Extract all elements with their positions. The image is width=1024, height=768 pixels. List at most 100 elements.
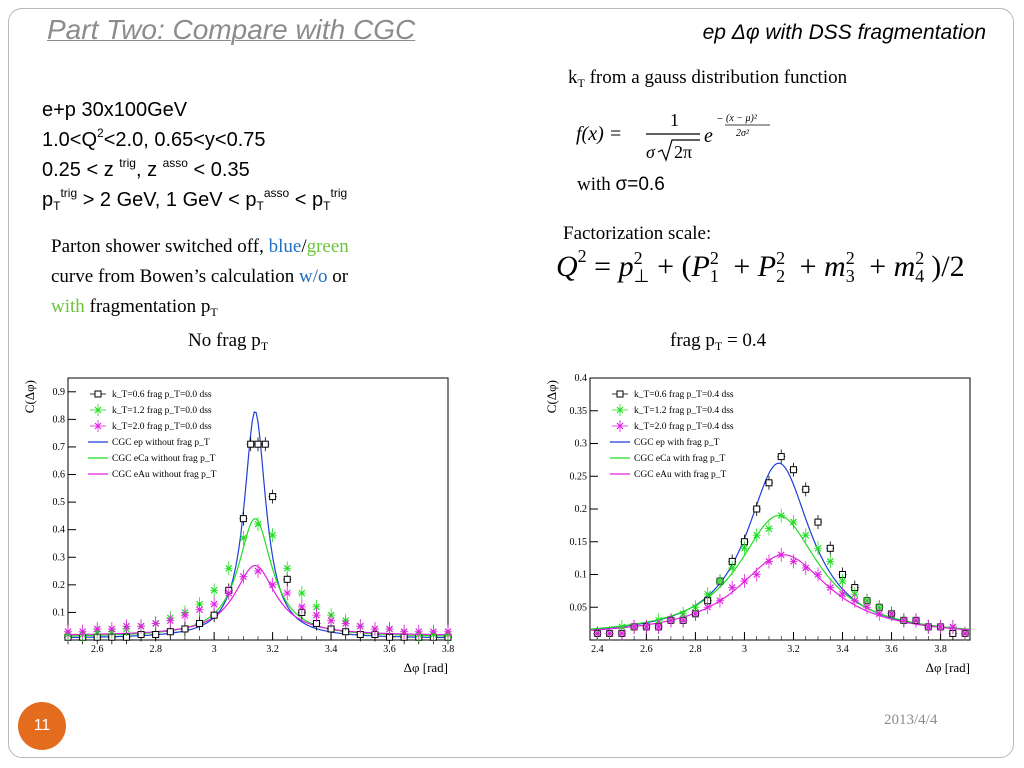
data-point xyxy=(826,584,834,592)
data-point xyxy=(753,571,761,578)
data-point xyxy=(152,620,160,627)
data-point xyxy=(949,623,957,631)
y-tick-label: 0.5 xyxy=(53,497,66,508)
data-point xyxy=(298,589,306,597)
param-sub: T xyxy=(323,199,331,213)
x-axis-label: Δφ [rad] xyxy=(404,660,448,675)
caption-frag: frag pT = 0.4 xyxy=(670,330,766,352)
data-point xyxy=(961,630,969,637)
param-sup: asso xyxy=(263,186,290,200)
svg-text:2σ²: 2σ² xyxy=(736,128,750,139)
legend-label: k_T=1.2 frag p_T=0.4 dss xyxy=(634,405,734,416)
data-point xyxy=(269,493,277,501)
data-point xyxy=(753,505,761,513)
y-axis-label: C(Δφ) xyxy=(544,380,559,413)
data-point xyxy=(210,600,218,608)
data-point xyxy=(239,573,247,580)
param-text: 1.0<Q xyxy=(42,129,98,151)
y-tick-label: 0.7 xyxy=(53,442,66,453)
data-point xyxy=(415,628,423,636)
param-sup: 2 xyxy=(97,126,104,140)
data-point xyxy=(108,625,116,633)
note-blue: blue xyxy=(268,236,302,257)
data-point xyxy=(630,623,638,631)
note-text: curve from Bowen’s calculation xyxy=(51,266,299,287)
data-point xyxy=(313,611,320,619)
chart-frag: 2.4 2.6 2.8 3 3.2 3.4 3.6 3.8 0.05 0.1 0.15 0.2 0.25… xyxy=(544,373,971,675)
caption-no-frag: No frag pT xyxy=(188,330,268,352)
x-tick-label: 3.8 xyxy=(934,644,947,655)
data-point xyxy=(196,606,203,614)
legend-label: CGC eAu without frag p_T xyxy=(112,469,217,480)
data-point xyxy=(313,603,320,611)
data-point xyxy=(225,564,233,572)
x-tick-label: 3.6 xyxy=(383,644,396,655)
y-tick-label: 0.1 xyxy=(53,607,66,618)
data-point xyxy=(123,622,130,630)
y-tick-label: 0.9 xyxy=(53,387,66,398)
page-number-badge: 11 xyxy=(18,702,66,750)
data-point xyxy=(254,520,262,528)
data-point xyxy=(152,630,160,638)
data-point xyxy=(137,622,145,630)
plot-frame xyxy=(67,377,449,641)
chart-no-frag: 2.6 2.8 3 3.2 3.4 3.6 3.8 0.1 0.2 0.3 0.4 0.5 0.6 0.7… xyxy=(22,377,454,675)
svg-text:−: − xyxy=(716,113,723,125)
data-point xyxy=(888,610,895,618)
data-point xyxy=(839,590,846,598)
svg-text:e: e xyxy=(704,125,713,147)
legend-swatch xyxy=(616,406,624,414)
factorization-label: Factorization scale: xyxy=(563,223,712,244)
slide-title: Part Two: Compare with CGC xyxy=(47,14,416,45)
plot-frame xyxy=(589,377,971,641)
y-tick-label: 0.2 xyxy=(53,580,66,591)
data-point xyxy=(777,453,785,461)
y-tick-label: 0.6 xyxy=(53,470,66,481)
data-point xyxy=(704,603,712,611)
data-point xyxy=(166,628,174,636)
param-sup: asso xyxy=(162,156,188,170)
x-tick-label: 3.4 xyxy=(325,644,338,655)
legend-swatch xyxy=(616,390,624,398)
data-point xyxy=(875,610,883,618)
data-point xyxy=(225,589,233,597)
data-point xyxy=(802,531,810,539)
x-tick-label: 2.4 xyxy=(591,644,604,655)
data-point xyxy=(166,617,174,625)
y-tick-label: 0.3 xyxy=(53,552,66,563)
data-point xyxy=(593,630,601,637)
subtitle-prefix: ep xyxy=(702,21,732,44)
sigma-value: σ=0.6 xyxy=(615,174,665,195)
svg-text:f(x) =: f(x) = xyxy=(576,123,622,145)
note-or: or xyxy=(327,266,349,287)
data-point xyxy=(181,625,189,633)
data-point xyxy=(93,625,101,633)
data-point xyxy=(298,603,306,611)
curve-cgc-ep-without-frag-p_t xyxy=(68,411,449,639)
data-point xyxy=(642,623,650,631)
legend-swatch xyxy=(94,406,102,414)
svg-text:1: 1 xyxy=(670,110,679,130)
data-point xyxy=(667,616,675,624)
data-point xyxy=(254,440,262,448)
legend: k_T=0.6 frag p_T=0.4 dss k_T=1.2 frag p_T… xyxy=(610,389,734,480)
caption-sub: T xyxy=(260,339,269,353)
y-tick-label: 0.2 xyxy=(575,504,588,515)
data-point xyxy=(851,597,859,605)
kinematic-parameters: e+p 30x100GeV 1.0<Q2<2.0, 0.65<y<0.75 0.… xyxy=(42,95,347,215)
data-point xyxy=(283,564,291,572)
note-slash: / xyxy=(301,236,307,257)
data-point xyxy=(741,544,748,552)
data-point xyxy=(900,616,908,624)
param-sub: T xyxy=(256,199,264,213)
plot-area: 2.4 2.6 2.8 3 3.2 3.4 3.6 3.8 0.05 0.1 0.15 0.2 0.25… xyxy=(544,373,971,675)
data-point xyxy=(777,551,785,559)
data-point xyxy=(912,616,920,624)
legend-swatch xyxy=(94,422,102,430)
data-point xyxy=(210,586,218,594)
param-line-2: 1.0<Q2<2.0, 0.65<y<0.75 xyxy=(42,125,347,155)
data-point xyxy=(444,628,452,636)
gauss-formula: f(x) = 1 σ 2π e − (x − μ)² 2σ² xyxy=(576,106,786,171)
kt-sub: T xyxy=(577,76,585,90)
